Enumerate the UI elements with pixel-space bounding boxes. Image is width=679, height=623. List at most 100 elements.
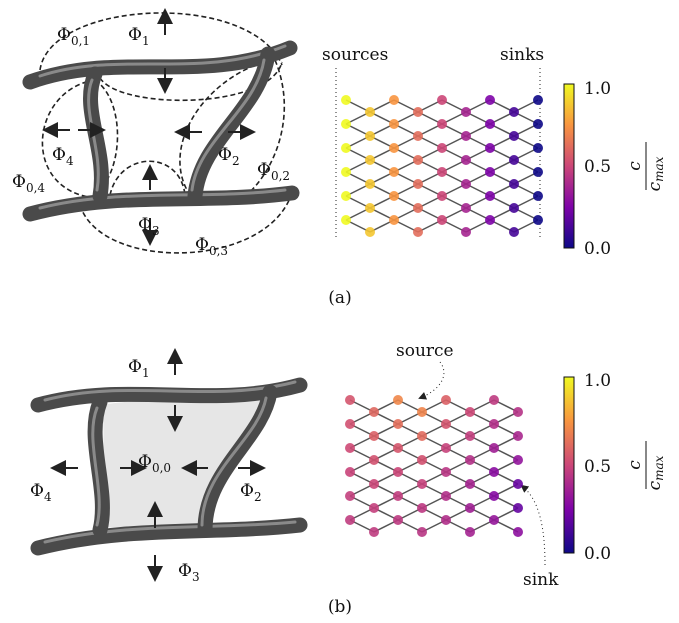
colorbar-tick: 1.0 (584, 371, 611, 391)
node (369, 407, 379, 417)
node (441, 395, 451, 405)
svg-text:cmax: cmax (645, 455, 666, 490)
node (369, 527, 379, 537)
node (489, 515, 499, 525)
svg-text:c: c (625, 161, 645, 171)
phi-label: Φ0,1 (57, 25, 90, 48)
node (533, 167, 543, 177)
node (533, 119, 543, 129)
node (513, 479, 523, 489)
node (489, 443, 499, 453)
node (485, 143, 495, 153)
node (533, 215, 543, 225)
node (369, 455, 379, 465)
node (441, 515, 451, 525)
colorbar-label: c cmax (625, 142, 666, 191)
node (345, 491, 355, 501)
node (389, 191, 399, 201)
phi-label: Φ0,4 (12, 172, 45, 195)
node (393, 443, 403, 453)
node (393, 467, 403, 477)
node (341, 215, 351, 225)
colorbar-tick: 0.5 (584, 457, 611, 477)
node (485, 119, 495, 129)
node (489, 395, 499, 405)
node (389, 167, 399, 177)
node (485, 167, 495, 177)
node (345, 419, 355, 429)
node (417, 503, 427, 513)
node (461, 155, 471, 165)
node (509, 203, 519, 213)
node (465, 407, 475, 417)
node (485, 191, 495, 201)
colorbar (564, 377, 574, 553)
node (489, 419, 499, 429)
node (417, 407, 427, 417)
node (437, 95, 447, 105)
node (417, 479, 427, 489)
svg-text:cmax: cmax (645, 156, 666, 191)
source-label: source (396, 341, 454, 361)
node (437, 191, 447, 201)
node (489, 467, 499, 477)
caption: (b) (328, 597, 352, 617)
phi-label: Φ3 (138, 215, 160, 238)
node (345, 443, 355, 453)
node (437, 215, 447, 225)
node (393, 395, 403, 405)
node (341, 143, 351, 153)
node (441, 419, 451, 429)
node (509, 155, 519, 165)
node (413, 155, 423, 165)
node (413, 203, 423, 213)
phi-label: Φ1 (128, 357, 150, 380)
node (365, 203, 375, 213)
node (465, 431, 475, 441)
node (513, 455, 523, 465)
phi-label: Φ1 (128, 25, 150, 48)
node (341, 191, 351, 201)
node (365, 155, 375, 165)
node (465, 503, 475, 513)
node (369, 431, 379, 441)
colorbar-label: c cmax (625, 441, 666, 490)
node (437, 143, 447, 153)
node (533, 191, 543, 201)
phi-label: Φ4 (52, 145, 74, 168)
node (461, 131, 471, 141)
figure: Φ0,1 Φ1 Φ4 Φ2 Φ0,4 Φ0,2 Φ3 Φ0,3 sources … (0, 0, 679, 623)
node (413, 131, 423, 141)
node (393, 515, 403, 525)
node (513, 503, 523, 513)
colorbar-tick: 0.0 (584, 544, 611, 564)
node (437, 167, 447, 177)
node (341, 119, 351, 129)
node (441, 491, 451, 501)
node (437, 119, 447, 129)
colorbar-tick: 0.0 (584, 239, 611, 259)
node (417, 455, 427, 465)
phi-label: Φ2 (218, 145, 240, 168)
svg-text:c: c (625, 460, 645, 470)
node (389, 143, 399, 153)
node (465, 455, 475, 465)
node (389, 215, 399, 225)
node (369, 503, 379, 513)
node (485, 215, 495, 225)
phi-label: Φ3 (178, 561, 200, 584)
sources-label: sources (322, 45, 388, 65)
node (345, 515, 355, 525)
network-a (341, 95, 543, 237)
phi-label: Φ2 (240, 481, 262, 504)
node (413, 179, 423, 189)
node (341, 95, 351, 105)
colorbar (564, 84, 574, 248)
sink-pointer (522, 486, 545, 565)
phi-label: Φ0,3 (195, 235, 228, 258)
node (365, 107, 375, 117)
node (393, 491, 403, 501)
node (489, 491, 499, 501)
sink-label: sink (523, 570, 559, 590)
node (461, 107, 471, 117)
